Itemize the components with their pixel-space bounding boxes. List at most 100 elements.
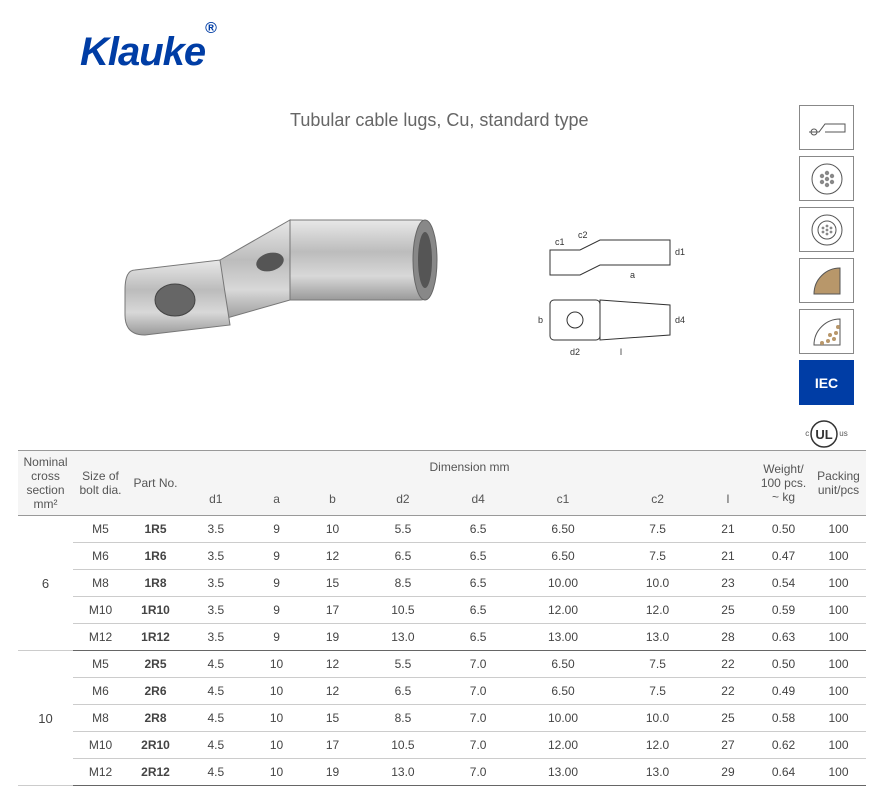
cell-part: 2R5 [128,651,183,678]
cell-d4: 7.0 [445,732,511,759]
cell-l: 21 [700,516,756,543]
cell-packing: 100 [811,597,866,624]
cell-part: 2R12 [128,759,183,786]
cell-a: 9 [249,597,305,624]
cell-packing: 100 [811,570,866,597]
cell-b: 15 [305,705,361,732]
cell-packing: 100 [811,516,866,543]
cell-weight: 0.64 [756,759,811,786]
table-row: 10M52R54.510125.57.06.507.5220.50100 [18,651,866,678]
cell-a: 10 [249,678,305,705]
cell-packing: 100 [811,759,866,786]
cell-c1: 6.50 [511,678,615,705]
cell-d1: 4.5 [183,732,249,759]
cell-d4: 7.0 [445,678,511,705]
col-c1: c1 [511,483,615,516]
cell-c1: 13.00 [511,759,615,786]
brand-text: Klauke [80,30,205,74]
cell-a: 9 [249,624,305,651]
cell-part: 1R8 [128,570,183,597]
cell-c1: 6.50 [511,516,615,543]
col-l: l [700,483,756,516]
svg-text:c1: c1 [555,237,565,247]
cell-d4: 6.5 [445,624,511,651]
cell-l: 25 [700,597,756,624]
cell-packing: 100 [811,705,866,732]
cell-d1: 3.5 [183,597,249,624]
cell-d1: 3.5 [183,516,249,543]
cell-l: 28 [700,624,756,651]
cross-section-cell: 6 [18,516,73,651]
cell-packing: 100 [811,651,866,678]
cell-b: 17 [305,597,361,624]
cell-d2: 13.0 [360,759,445,786]
cell-b: 10 [305,516,361,543]
cell-d2: 8.5 [360,570,445,597]
table-row: 6M51R53.59105.56.56.507.5210.50100 [18,516,866,543]
cell-d2: 6.5 [360,543,445,570]
cell-part: 2R8 [128,705,183,732]
cell-d1: 4.5 [183,651,249,678]
cell-b: 12 [305,651,361,678]
cell-part: 1R10 [128,597,183,624]
col-part: Part No. [128,451,183,516]
cell-d1: 3.5 [183,570,249,597]
cell-d2: 10.5 [360,732,445,759]
cell-weight: 0.59 [756,597,811,624]
table-row: M82R84.510158.57.010.0010.0250.58100 [18,705,866,732]
cell-c2: 10.0 [615,705,700,732]
cell-d2: 10.5 [360,597,445,624]
col-d4: d4 [445,483,511,516]
cell-d1: 4.5 [183,705,249,732]
lug-profile-icon [799,105,854,150]
svg-text:l: l [620,347,622,357]
cell-d2: 5.5 [360,516,445,543]
cell-d4: 6.5 [445,570,511,597]
cell-bolt: M10 [73,732,128,759]
cross-section-cell: 10 [18,651,73,786]
table-row: M62R64.510126.57.06.507.5220.49100 [18,678,866,705]
cell-bolt: M10 [73,597,128,624]
cell-c2: 7.5 [615,678,700,705]
cell-weight: 0.50 [756,651,811,678]
cell-c1: 12.00 [511,732,615,759]
cell-c1: 12.00 [511,597,615,624]
cell-c2: 7.5 [615,516,700,543]
cell-a: 10 [249,732,305,759]
stranded-wire-icon [799,156,854,201]
cell-part: 1R6 [128,543,183,570]
svg-text:b: b [538,315,543,325]
cell-a: 9 [249,516,305,543]
col-bolt: Size of bolt dia. [73,451,128,516]
cell-weight: 0.49 [756,678,811,705]
svg-text:d4: d4 [675,315,685,325]
cell-weight: 0.63 [756,624,811,651]
cell-c1: 6.50 [511,651,615,678]
table-row: M102R104.5101710.57.012.0012.0270.62100 [18,732,866,759]
cell-c2: 7.5 [615,651,700,678]
dimension-diagram: c1 c2 d1 a b d2 d4 l [520,230,690,360]
cell-d1: 4.5 [183,678,249,705]
cell-c2: 13.0 [615,624,700,651]
cell-d2: 5.5 [360,651,445,678]
cell-c2: 13.0 [615,759,700,786]
cell-d1: 3.5 [183,543,249,570]
cell-a: 10 [249,705,305,732]
table-row: M121R123.591913.06.513.0013.0280.63100 [18,624,866,651]
cell-part: 1R5 [128,516,183,543]
cell-a: 9 [249,570,305,597]
cell-c1: 10.00 [511,705,615,732]
cell-a: 9 [249,543,305,570]
cell-c1: 10.00 [511,570,615,597]
cell-l: 27 [700,732,756,759]
cell-weight: 0.50 [756,516,811,543]
cell-bolt: M8 [73,570,128,597]
cell-d1: 3.5 [183,624,249,651]
cell-c1: 13.00 [511,624,615,651]
cell-packing: 100 [811,678,866,705]
svg-text:c2: c2 [578,230,588,240]
cell-bolt: M8 [73,705,128,732]
cell-b: 19 [305,759,361,786]
col-dimension-group: Dimension mm [183,451,756,484]
sector-stranded-icon [799,309,854,354]
